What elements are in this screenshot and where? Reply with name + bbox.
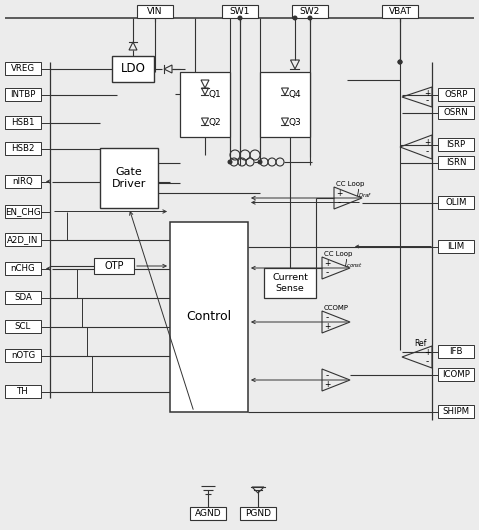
Text: Q4: Q4 — [289, 90, 301, 99]
Text: HSB1: HSB1 — [11, 118, 35, 127]
Bar — [222, 5, 258, 18]
Bar — [180, 72, 230, 137]
Text: +: + — [324, 259, 330, 268]
Circle shape — [258, 160, 262, 164]
Bar — [112, 56, 154, 82]
Text: -: - — [325, 313, 329, 322]
Bar — [5, 205, 41, 218]
Bar — [5, 262, 41, 275]
Text: ISRN: ISRN — [446, 158, 466, 167]
Bar — [5, 320, 41, 333]
Text: VBAT: VBAT — [388, 7, 411, 16]
Text: OTP: OTP — [104, 261, 124, 271]
Text: Control: Control — [186, 311, 231, 323]
Text: CCOMP: CCOMP — [324, 305, 349, 311]
Text: +: + — [336, 189, 342, 198]
Text: -: - — [425, 357, 429, 366]
Text: Ref: Ref — [414, 339, 426, 348]
Circle shape — [228, 160, 232, 164]
Text: ICOMP: ICOMP — [442, 370, 470, 379]
Text: SW1: SW1 — [230, 7, 250, 16]
Bar — [100, 148, 158, 208]
Text: $I_{const}$: $I_{const}$ — [344, 258, 363, 270]
Bar — [5, 116, 41, 129]
Circle shape — [293, 16, 297, 20]
Text: +: + — [424, 348, 430, 357]
Bar — [438, 138, 474, 151]
Text: ISRP: ISRP — [446, 140, 466, 149]
Bar — [5, 349, 41, 362]
Text: OSRP: OSRP — [445, 90, 468, 99]
Text: $I_{Draf}$: $I_{Draf}$ — [356, 188, 372, 200]
Text: Q3: Q3 — [289, 118, 301, 127]
Text: -: - — [425, 147, 429, 156]
Bar — [240, 507, 276, 520]
Bar — [292, 5, 328, 18]
Text: AGND: AGND — [194, 509, 221, 518]
Bar — [5, 62, 41, 75]
Bar — [382, 5, 418, 18]
Text: A2D_IN: A2D_IN — [7, 235, 39, 244]
Text: SHIPM: SHIPM — [443, 407, 469, 416]
Text: SCL: SCL — [15, 322, 31, 331]
Text: +: + — [324, 322, 330, 331]
Bar — [260, 72, 310, 137]
Text: OSRN: OSRN — [444, 108, 468, 117]
Text: +: + — [424, 89, 430, 98]
Text: Q1: Q1 — [209, 90, 221, 99]
Text: HSB2: HSB2 — [11, 144, 35, 153]
Text: +: + — [424, 138, 430, 147]
Circle shape — [398, 60, 402, 64]
Text: -: - — [325, 371, 329, 380]
Circle shape — [308, 16, 312, 20]
Text: Current
Sense: Current Sense — [272, 273, 308, 293]
Bar — [5, 291, 41, 304]
Bar — [438, 88, 474, 101]
Text: -: - — [337, 198, 341, 207]
Text: CC Loop: CC Loop — [336, 181, 365, 187]
Bar — [438, 106, 474, 119]
Circle shape — [398, 60, 402, 64]
Circle shape — [238, 16, 242, 20]
Text: ILIM: ILIM — [447, 242, 465, 251]
Text: SW2: SW2 — [300, 7, 320, 16]
Text: LDO: LDO — [121, 63, 146, 75]
Text: nOTG: nOTG — [11, 351, 35, 360]
Text: -: - — [325, 268, 329, 277]
Bar — [190, 507, 226, 520]
Text: nCHG: nCHG — [11, 264, 35, 273]
Text: Gate
Driver: Gate Driver — [112, 167, 146, 189]
Bar — [170, 222, 248, 412]
Text: EN_CHG: EN_CHG — [5, 207, 41, 216]
Bar — [5, 233, 41, 246]
Text: VREG: VREG — [11, 64, 35, 73]
Text: INTBP: INTBP — [11, 90, 36, 99]
Bar — [264, 268, 316, 298]
Bar — [438, 196, 474, 209]
Text: CC Loop: CC Loop — [324, 251, 353, 257]
Text: Q2: Q2 — [209, 118, 221, 127]
Bar — [438, 368, 474, 381]
Text: -: - — [425, 96, 429, 105]
Bar — [5, 175, 41, 188]
Bar — [5, 88, 41, 101]
Bar — [438, 240, 474, 253]
Bar — [5, 142, 41, 155]
Text: +: + — [324, 380, 330, 389]
Bar — [438, 405, 474, 418]
Bar — [94, 258, 134, 274]
Text: PGND: PGND — [245, 509, 271, 518]
Text: IFB: IFB — [449, 347, 463, 356]
Bar — [137, 5, 173, 18]
Text: TH: TH — [17, 387, 29, 396]
Bar — [438, 345, 474, 358]
Bar — [438, 156, 474, 169]
Text: nIRQ: nIRQ — [12, 177, 34, 186]
Text: VIN: VIN — [147, 7, 163, 16]
Bar — [5, 385, 41, 398]
Text: SDA: SDA — [14, 293, 32, 302]
Text: OLIM: OLIM — [445, 198, 467, 207]
